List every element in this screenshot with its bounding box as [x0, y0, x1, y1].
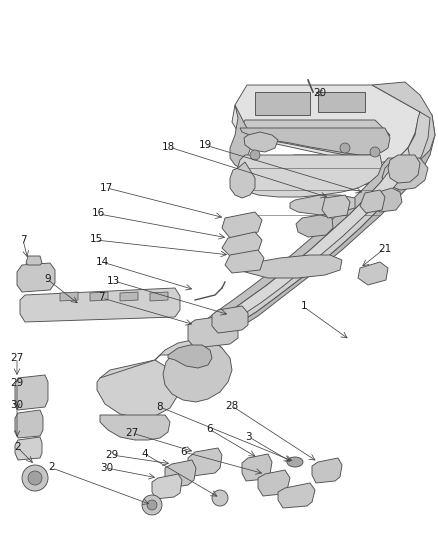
Text: 13: 13 — [107, 276, 120, 286]
Polygon shape — [244, 132, 278, 152]
Polygon shape — [296, 215, 333, 237]
Polygon shape — [360, 190, 385, 213]
Polygon shape — [90, 292, 108, 301]
Text: 6: 6 — [180, 447, 187, 457]
Text: 9: 9 — [44, 274, 51, 284]
Polygon shape — [15, 437, 42, 460]
Text: 27: 27 — [10, 353, 23, 363]
Polygon shape — [168, 345, 212, 368]
Polygon shape — [240, 128, 390, 155]
Polygon shape — [188, 448, 222, 476]
Text: 28: 28 — [226, 401, 239, 411]
Polygon shape — [230, 105, 252, 168]
Polygon shape — [232, 85, 420, 163]
Circle shape — [370, 147, 380, 157]
Text: 30: 30 — [10, 400, 23, 410]
Polygon shape — [370, 188, 402, 212]
Text: 7: 7 — [98, 293, 105, 302]
Text: 14: 14 — [95, 257, 109, 267]
Text: 16: 16 — [92, 208, 105, 218]
Polygon shape — [230, 162, 255, 198]
Polygon shape — [60, 292, 78, 301]
Polygon shape — [222, 232, 262, 256]
Polygon shape — [222, 212, 262, 238]
Polygon shape — [358, 262, 388, 285]
Text: 15: 15 — [90, 235, 103, 244]
Text: 2: 2 — [14, 442, 21, 451]
Polygon shape — [242, 454, 272, 481]
Circle shape — [28, 471, 42, 485]
Polygon shape — [278, 483, 315, 508]
Polygon shape — [190, 158, 398, 354]
Text: 2: 2 — [48, 463, 55, 472]
Polygon shape — [372, 82, 435, 160]
Polygon shape — [382, 158, 428, 190]
Circle shape — [22, 465, 48, 491]
Text: 19: 19 — [198, 140, 212, 150]
Polygon shape — [97, 360, 178, 418]
Polygon shape — [100, 360, 170, 416]
Polygon shape — [237, 155, 382, 197]
Polygon shape — [152, 474, 182, 499]
Polygon shape — [15, 375, 48, 410]
Circle shape — [212, 490, 228, 506]
Text: 4: 4 — [141, 449, 148, 459]
Polygon shape — [225, 250, 264, 273]
Circle shape — [147, 500, 157, 510]
Polygon shape — [212, 306, 248, 333]
Polygon shape — [100, 415, 170, 440]
Polygon shape — [207, 112, 430, 340]
Text: 8: 8 — [156, 402, 163, 411]
Polygon shape — [238, 145, 418, 185]
Text: 6: 6 — [206, 424, 213, 433]
Text: 29: 29 — [10, 378, 23, 387]
Polygon shape — [318, 92, 365, 112]
Polygon shape — [240, 120, 390, 155]
Polygon shape — [258, 470, 290, 496]
Text: 3: 3 — [245, 432, 252, 442]
Polygon shape — [26, 256, 42, 265]
Circle shape — [142, 495, 162, 515]
Polygon shape — [165, 460, 196, 488]
Circle shape — [250, 150, 260, 160]
Polygon shape — [388, 155, 420, 183]
Polygon shape — [15, 410, 43, 438]
Polygon shape — [150, 292, 168, 301]
Ellipse shape — [287, 457, 303, 467]
Circle shape — [340, 143, 350, 153]
Text: 30: 30 — [100, 463, 113, 473]
Polygon shape — [240, 255, 342, 278]
Polygon shape — [17, 263, 55, 292]
Text: 1: 1 — [301, 302, 308, 311]
Polygon shape — [120, 292, 138, 301]
Polygon shape — [290, 195, 355, 215]
Text: 21: 21 — [378, 244, 391, 254]
Polygon shape — [255, 92, 310, 115]
Text: 29: 29 — [105, 450, 118, 459]
Polygon shape — [188, 315, 238, 348]
Text: 18: 18 — [162, 142, 175, 151]
Text: 20: 20 — [313, 88, 326, 98]
Polygon shape — [20, 288, 180, 322]
Text: 27: 27 — [126, 428, 139, 438]
Text: 7: 7 — [20, 235, 27, 245]
Polygon shape — [312, 458, 342, 483]
Polygon shape — [322, 195, 350, 218]
Polygon shape — [155, 340, 225, 368]
Text: 17: 17 — [100, 183, 113, 193]
Polygon shape — [163, 340, 232, 402]
Polygon shape — [208, 112, 435, 342]
Polygon shape — [198, 148, 410, 355]
